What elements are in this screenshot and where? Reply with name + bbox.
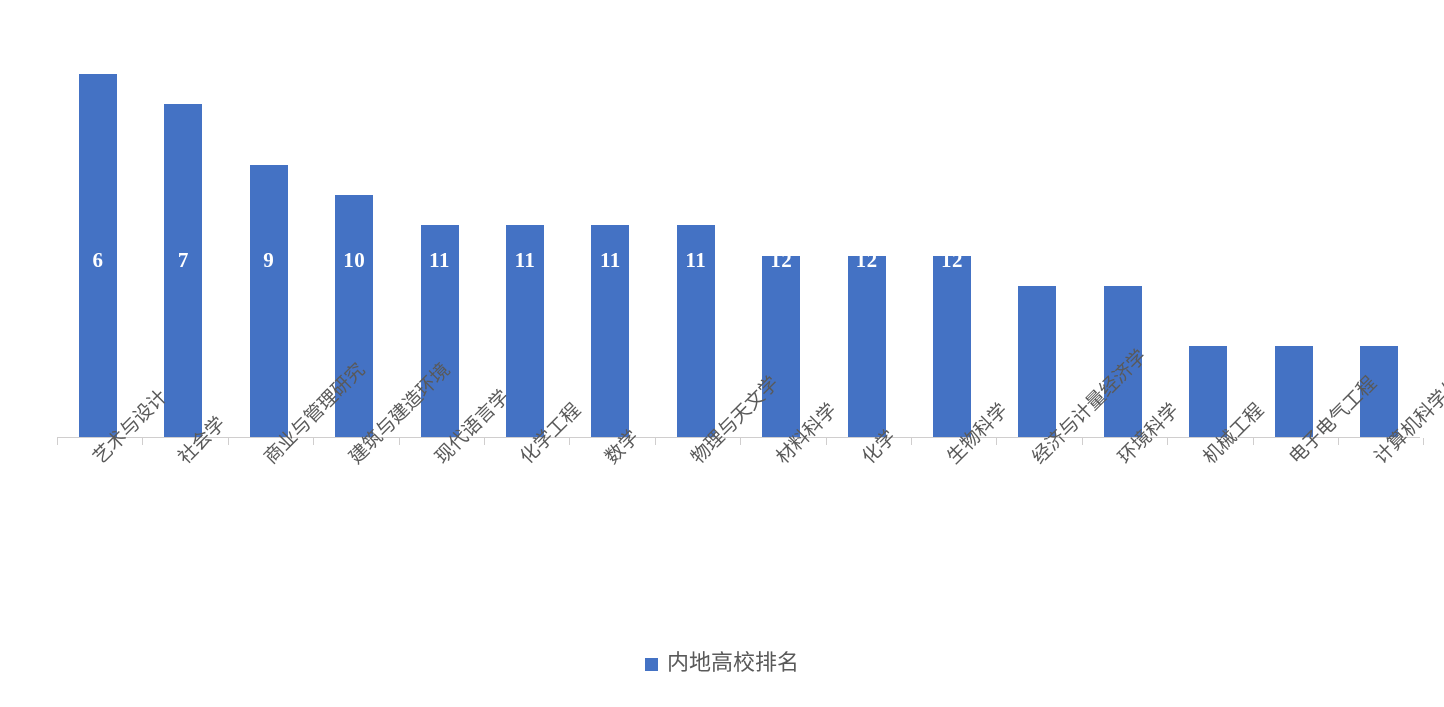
bar[interactable] xyxy=(591,225,630,437)
bar[interactable] xyxy=(1274,346,1313,437)
x-axis-tick xyxy=(57,438,58,445)
bar[interactable] xyxy=(762,255,801,437)
x-axis-tick xyxy=(1167,438,1168,445)
bar[interactable] xyxy=(249,164,288,437)
x-axis-tick xyxy=(313,438,314,445)
bar-group[interactable]: 13 xyxy=(1018,250,1057,437)
bar[interactable] xyxy=(1189,346,1228,437)
bar-value-label: 11 xyxy=(685,248,707,272)
bar[interactable] xyxy=(847,255,886,437)
x-axis-tick xyxy=(740,438,741,445)
bar-group[interactable]: 11 xyxy=(420,225,459,437)
bar-group[interactable]: 12 xyxy=(933,250,971,437)
bar-value-label: 11 xyxy=(429,248,451,272)
bar-value-label: 15 xyxy=(1368,248,1390,272)
bar-value-label: 7 xyxy=(177,248,189,272)
bar-value-label: 10 xyxy=(343,248,366,272)
bar[interactable] xyxy=(676,225,715,437)
bar-group[interactable]: 11 xyxy=(591,225,630,437)
bar-group[interactable]: 6 xyxy=(79,74,117,437)
bar[interactable] xyxy=(1018,285,1057,437)
bar[interactable] xyxy=(1360,346,1398,437)
bar-group[interactable]: 12 xyxy=(847,250,886,437)
bar-value-label: 15 xyxy=(1282,248,1305,272)
bar[interactable] xyxy=(335,195,374,437)
x-axis-tick xyxy=(1338,438,1339,445)
x-axis-tick xyxy=(399,438,400,445)
bar-group[interactable]: 9 xyxy=(249,164,288,437)
x-axis-tick xyxy=(228,438,229,445)
x-axis-tick xyxy=(655,438,656,445)
bar-group[interactable]: 13 xyxy=(1103,250,1142,437)
legend-color-swatch xyxy=(644,657,658,671)
bar-value-label: 12 xyxy=(941,248,963,272)
bar[interactable] xyxy=(79,74,117,437)
bar-value-label: 13 xyxy=(1026,248,1049,272)
plot-area: 6 7 9 10 11 11 11 11 12 12 12 13 13 15 15 15 xyxy=(79,74,1398,437)
x-axis-tick xyxy=(1423,438,1424,445)
x-axis-tick xyxy=(484,438,485,445)
x-axis-tick xyxy=(996,438,997,445)
x-axis-tick xyxy=(569,438,570,445)
bar[interactable] xyxy=(933,255,971,437)
bar-value-label: 13 xyxy=(1111,248,1134,272)
bar-value-label: 15 xyxy=(1197,248,1220,272)
bar-value-label: 11 xyxy=(599,248,621,272)
bar-value-label: 11 xyxy=(514,248,536,272)
bar-value-label: 6 xyxy=(92,248,104,272)
x-axis-tick xyxy=(142,438,143,445)
bar-group[interactable]: 12 xyxy=(762,250,801,437)
x-axis-tick xyxy=(1253,438,1254,445)
bar-group[interactable]: 15 xyxy=(1274,250,1313,437)
bar[interactable] xyxy=(164,104,203,437)
bar-value-label: 12 xyxy=(770,248,793,272)
bar-group[interactable]: 11 xyxy=(506,225,544,437)
bar-group[interactable]: 11 xyxy=(676,225,715,437)
bar-value-label: 9 xyxy=(263,248,275,272)
bar[interactable] xyxy=(1103,285,1142,437)
chart-legend: 内地高校排名 xyxy=(0,652,1444,674)
bar[interactable] xyxy=(506,225,544,437)
bar-value-label: 12 xyxy=(855,248,878,272)
x-axis-tick xyxy=(911,438,912,445)
bar-group[interactable]: 15 xyxy=(1189,250,1228,437)
bar-group[interactable]: 7 xyxy=(164,104,203,437)
legend-label: 内地高校排名 xyxy=(666,650,799,675)
x-axis-line xyxy=(57,437,1420,438)
x-axis-tick xyxy=(826,438,827,445)
bar[interactable] xyxy=(420,225,459,437)
x-axis-tick xyxy=(1082,438,1083,445)
bar-group[interactable]: 10 xyxy=(335,195,374,437)
bar-group[interactable]: 15 xyxy=(1360,250,1398,437)
